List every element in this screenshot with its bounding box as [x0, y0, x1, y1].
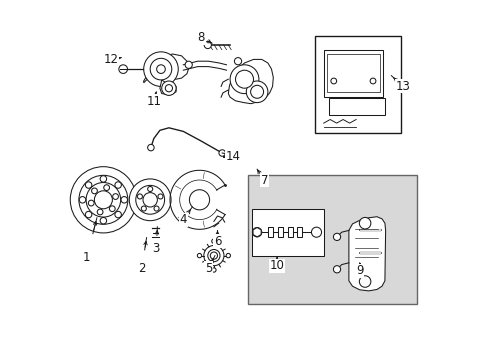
Circle shape [94, 191, 112, 209]
Polygon shape [326, 54, 379, 92]
Polygon shape [348, 217, 385, 291]
Text: 14: 14 [225, 150, 240, 163]
Circle shape [142, 193, 157, 207]
Circle shape [115, 211, 121, 218]
Circle shape [121, 197, 127, 203]
Circle shape [211, 268, 216, 272]
Circle shape [103, 185, 109, 190]
Circle shape [70, 167, 136, 233]
Circle shape [246, 81, 267, 103]
Bar [287, 227, 292, 237]
Circle shape [333, 233, 340, 240]
Circle shape [143, 52, 178, 86]
Circle shape [162, 81, 176, 95]
Circle shape [359, 217, 370, 229]
Circle shape [235, 70, 253, 88]
Circle shape [119, 65, 127, 73]
Circle shape [203, 246, 224, 266]
Polygon shape [143, 54, 188, 83]
Circle shape [185, 61, 192, 68]
Polygon shape [359, 251, 381, 255]
Circle shape [369, 78, 375, 84]
Circle shape [252, 228, 261, 237]
Polygon shape [160, 80, 176, 94]
Circle shape [234, 58, 241, 65]
Bar [297, 227, 302, 237]
Text: 1: 1 [83, 251, 90, 264]
Circle shape [109, 206, 115, 212]
Polygon shape [323, 50, 382, 97]
Text: 13: 13 [395, 80, 409, 93]
Circle shape [225, 253, 230, 258]
Circle shape [115, 182, 121, 188]
Circle shape [156, 65, 165, 73]
Circle shape [333, 266, 340, 273]
Circle shape [86, 183, 121, 217]
Circle shape [219, 150, 225, 156]
Circle shape [165, 85, 172, 92]
Circle shape [129, 179, 171, 221]
Circle shape [91, 188, 97, 194]
Circle shape [112, 194, 118, 199]
Text: 6: 6 [213, 235, 221, 248]
Circle shape [197, 253, 201, 258]
Text: 11: 11 [146, 95, 161, 108]
Circle shape [154, 206, 159, 211]
Circle shape [147, 186, 152, 192]
Bar [247, 175, 416, 304]
Circle shape [210, 252, 217, 259]
Circle shape [147, 144, 154, 151]
Circle shape [359, 276, 370, 287]
Polygon shape [228, 59, 273, 104]
Text: 8: 8 [197, 31, 204, 44]
Circle shape [79, 197, 85, 203]
Circle shape [189, 190, 209, 210]
Bar [268, 227, 273, 237]
Text: 12: 12 [103, 53, 119, 66]
Circle shape [230, 65, 258, 94]
Text: 2: 2 [138, 262, 145, 275]
Text: 7: 7 [260, 174, 267, 186]
Circle shape [250, 85, 263, 98]
Circle shape [100, 217, 106, 224]
Circle shape [150, 58, 171, 80]
Circle shape [136, 185, 164, 214]
Circle shape [137, 194, 142, 199]
Text: 5: 5 [204, 262, 212, 275]
Text: 4: 4 [179, 213, 187, 226]
Circle shape [311, 227, 321, 237]
Text: 9: 9 [355, 264, 363, 277]
Bar [277, 227, 283, 237]
Circle shape [207, 249, 220, 262]
Bar [251, 209, 323, 256]
Circle shape [330, 78, 336, 84]
Circle shape [97, 209, 103, 215]
Circle shape [79, 175, 127, 224]
Circle shape [158, 194, 163, 199]
Circle shape [204, 41, 211, 49]
Polygon shape [328, 98, 384, 115]
Circle shape [88, 200, 94, 206]
Bar [314, 36, 400, 133]
Circle shape [141, 206, 146, 211]
Circle shape [85, 211, 92, 218]
Text: 3: 3 [152, 242, 160, 255]
Polygon shape [359, 229, 381, 232]
Text: 10: 10 [269, 259, 284, 272]
Circle shape [100, 176, 106, 182]
Circle shape [211, 239, 216, 243]
Circle shape [85, 182, 92, 188]
